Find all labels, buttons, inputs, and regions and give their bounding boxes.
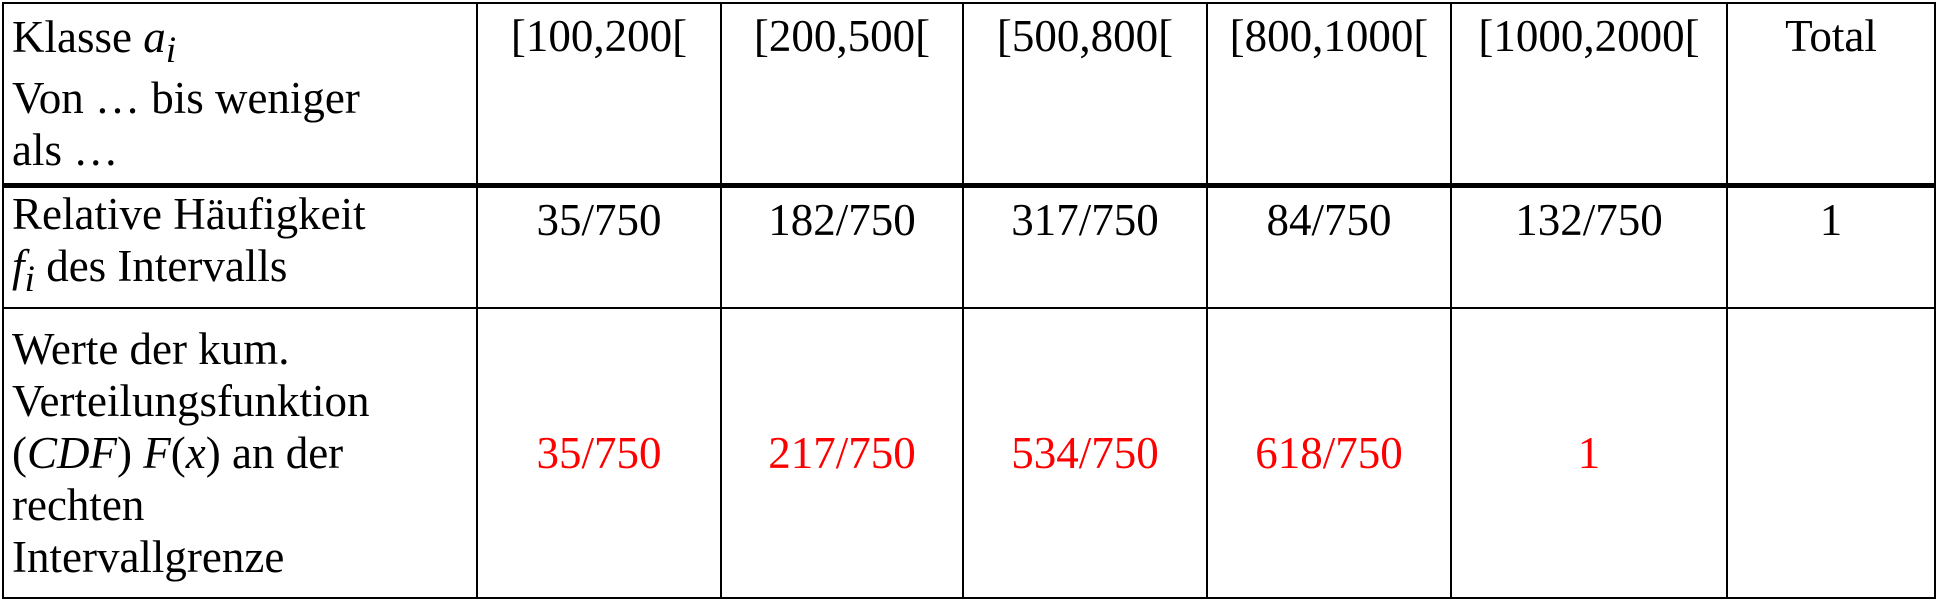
class-label-line2: Von … bis weniger [12, 73, 360, 124]
class-label-cell: Klasse ai Von … bis weniger als … [2, 2, 478, 188]
interval-header-2: [200,500[ [720, 2, 964, 188]
relative-frequency-value-4: 84/750 [1206, 184, 1452, 309]
cdf-label-line1: Werte der kum. [12, 323, 290, 374]
relative-frequency-label-line1: Relative Häufigkeit [12, 189, 366, 239]
cdf-function-name: F [143, 427, 171, 478]
relative-frequency-total: 1 [1726, 184, 1936, 309]
interval-header-3: [500,800[ [962, 2, 1208, 188]
cdf-total-empty [1726, 307, 1936, 599]
cdf-label-cell: Werte der kum. Verteilungsfunktion (CDF)… [2, 307, 478, 599]
cdf-label-line2: Verteilungsfunktion [12, 375, 370, 426]
cdf-value-4: 618/750 [1206, 307, 1452, 599]
relative-frequency-value-2: 182/750 [720, 184, 964, 309]
class-variable-subscript: i [165, 29, 177, 71]
relative-frequency-value-5: 132/750 [1450, 184, 1728, 309]
class-label-line3: als … [12, 125, 119, 176]
cdf-row: Werte der kum. Verteilungsfunktion (CDF)… [2, 307, 1936, 599]
cdf-value-1: 35/750 [476, 307, 722, 599]
cdf-abbreviation: CDF [27, 427, 117, 478]
relative-frequency-label-line2: fi des Intervalls [12, 241, 288, 301]
cdf-value-5: 1 [1450, 307, 1728, 599]
interval-header-4: [800,1000[ [1206, 2, 1452, 188]
class-label-line1: Klasse ai [12, 11, 177, 71]
frequency-variable: f [12, 241, 25, 292]
relative-frequency-label-cell: Relative Häufigkeit fi des Intervalls [2, 184, 478, 309]
header-row: Klasse ai Von … bis weniger als … [100,2… [2, 2, 1936, 188]
relative-frequency-value-3: 317/750 [962, 184, 1208, 309]
cdf-value-2: 217/750 [720, 307, 964, 599]
relative-frequency-row: Relative Häufigkeit fi des Intervalls 35… [2, 184, 1936, 309]
frequency-variable-subscript: i [24, 259, 35, 301]
interval-header-1: [100,200[ [476, 2, 722, 188]
total-header: Total [1726, 2, 1936, 188]
relative-frequency-value-1: 35/750 [476, 184, 722, 309]
cdf-label-line3: (CDF) F(x) an der [12, 427, 344, 478]
cdf-label-line4: rechten [12, 480, 145, 531]
class-variable: a [143, 11, 166, 62]
cdf-value-3: 534/750 [962, 307, 1208, 599]
cdf-function-argument: x [185, 427, 206, 478]
interval-header-5: [1000,2000[ [1450, 2, 1728, 188]
cdf-label-line5: Intervallgrenze [12, 532, 285, 583]
